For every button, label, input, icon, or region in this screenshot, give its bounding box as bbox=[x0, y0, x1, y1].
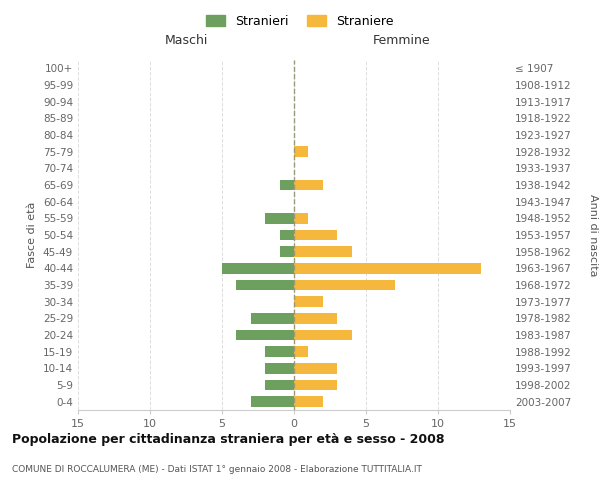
Bar bbox=[294, 346, 308, 357]
Bar bbox=[236, 280, 294, 290]
Bar bbox=[280, 246, 294, 257]
Y-axis label: Fasce di età: Fasce di età bbox=[28, 202, 37, 268]
Text: Femmine: Femmine bbox=[373, 34, 431, 46]
Bar bbox=[280, 230, 294, 240]
Bar bbox=[251, 313, 294, 324]
Bar bbox=[294, 180, 323, 190]
Text: Popolazione per cittadinanza straniera per età e sesso - 2008: Popolazione per cittadinanza straniera p… bbox=[12, 432, 445, 446]
Bar bbox=[294, 380, 337, 390]
Bar bbox=[294, 280, 395, 290]
Bar bbox=[265, 363, 294, 374]
Bar bbox=[294, 296, 323, 307]
Bar bbox=[294, 263, 481, 274]
Bar bbox=[294, 230, 337, 240]
Bar bbox=[294, 246, 352, 257]
Bar bbox=[294, 363, 337, 374]
Bar bbox=[294, 213, 308, 224]
Bar bbox=[236, 330, 294, 340]
Bar bbox=[222, 263, 294, 274]
Y-axis label: Anni di nascita: Anni di nascita bbox=[588, 194, 598, 276]
Bar bbox=[265, 346, 294, 357]
Bar bbox=[280, 180, 294, 190]
Bar bbox=[294, 396, 323, 407]
Bar bbox=[265, 380, 294, 390]
Bar bbox=[294, 330, 352, 340]
Bar bbox=[294, 313, 337, 324]
Bar bbox=[265, 213, 294, 224]
Bar bbox=[294, 146, 308, 157]
Text: COMUNE DI ROCCALUMERA (ME) - Dati ISTAT 1° gennaio 2008 - Elaborazione TUTTITALI: COMUNE DI ROCCALUMERA (ME) - Dati ISTAT … bbox=[12, 466, 422, 474]
Text: Maschi: Maschi bbox=[164, 34, 208, 46]
Bar bbox=[251, 396, 294, 407]
Legend: Stranieri, Straniere: Stranieri, Straniere bbox=[203, 11, 397, 32]
